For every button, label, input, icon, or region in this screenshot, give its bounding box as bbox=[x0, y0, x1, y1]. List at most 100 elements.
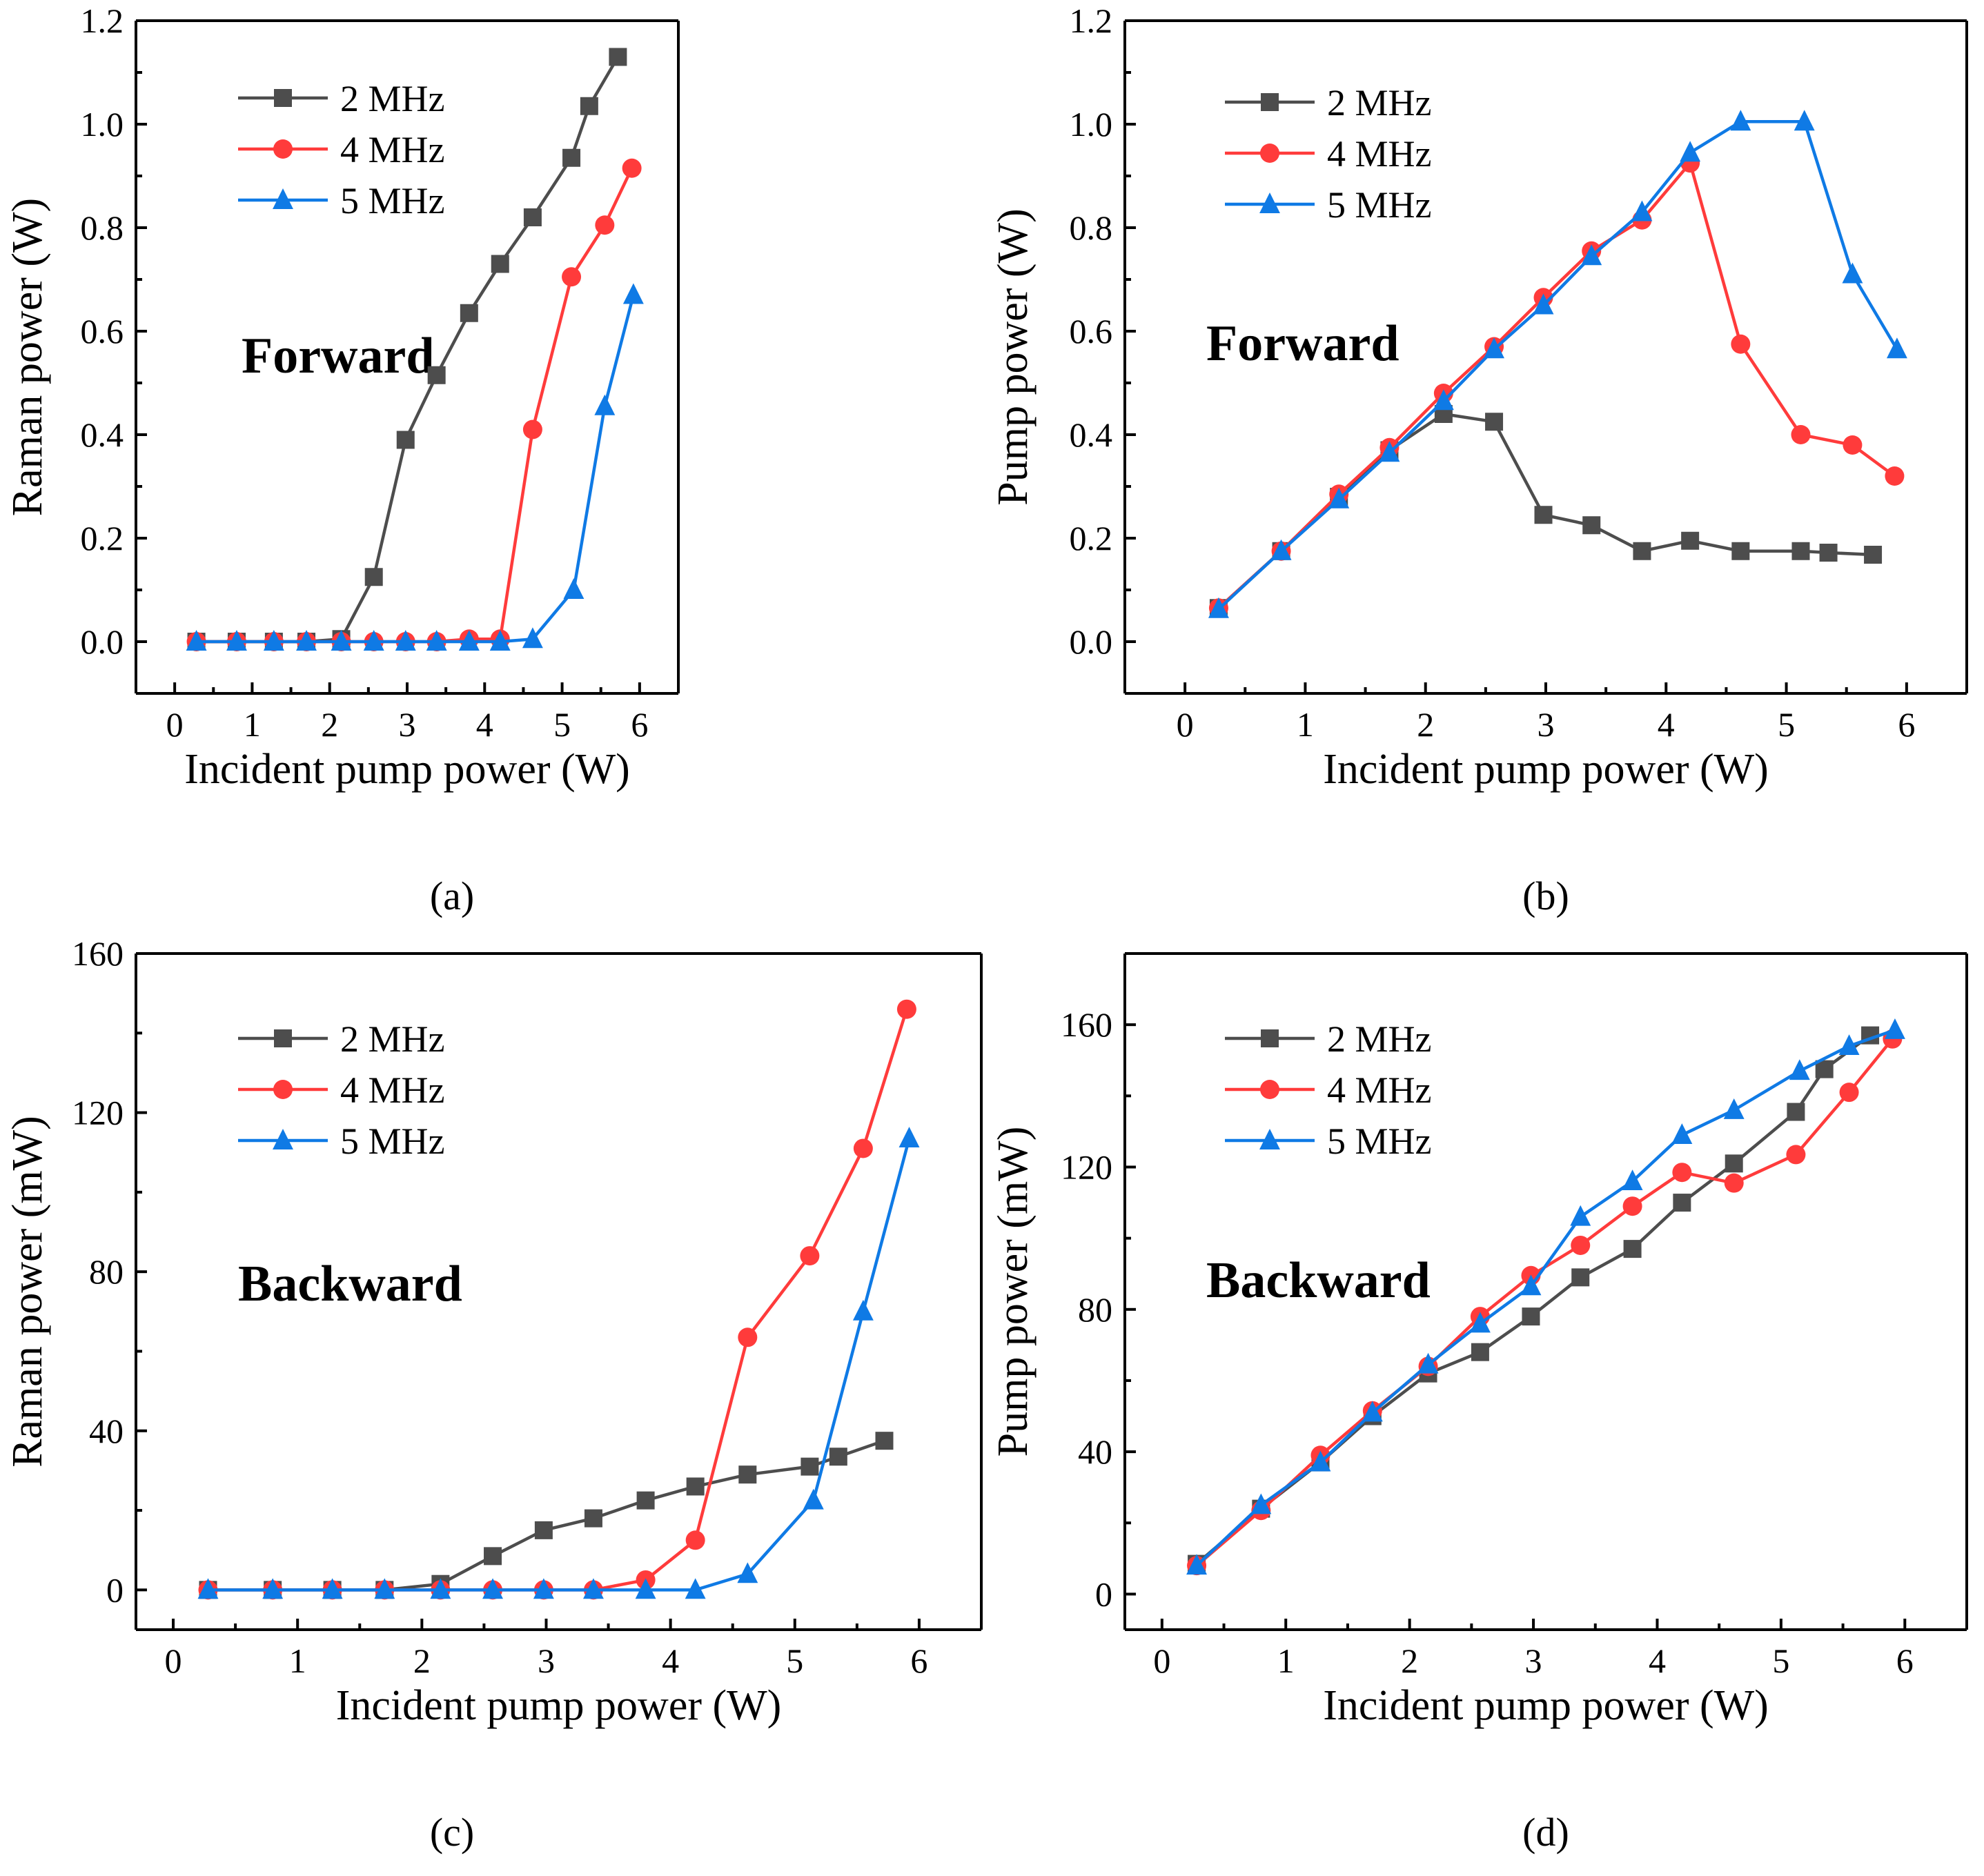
data-point bbox=[1485, 413, 1504, 431]
data-point bbox=[1623, 1240, 1642, 1258]
x-tick-label: 2 bbox=[413, 1641, 431, 1680]
data-point bbox=[322, 1578, 343, 1599]
legend-label: 2 MHz bbox=[1327, 82, 1431, 124]
data-point bbox=[1724, 1173, 1744, 1193]
data-point bbox=[686, 1477, 705, 1496]
panel-a: 0 1 2 3 4 5 6 0.0 0.2 0.4 0.6 0.8 1.0 1.2 Incident pum… bbox=[4, 1, 680, 918]
x-tick-label: 4 bbox=[1649, 1641, 1666, 1680]
legend-marker bbox=[273, 1129, 293, 1149]
data-point bbox=[1631, 200, 1653, 221]
y-tick-label: 1.2 bbox=[81, 1, 124, 40]
direction-annotation: Backward bbox=[1206, 1252, 1431, 1309]
y-tick-label: 0.6 bbox=[81, 312, 124, 350]
legend-label: 4 MHz bbox=[1327, 1069, 1431, 1111]
data-point bbox=[226, 630, 247, 651]
data-point bbox=[1570, 1205, 1591, 1226]
data-point bbox=[1787, 1103, 1805, 1121]
x-axis-title: Incident pump power (W) bbox=[1323, 746, 1769, 793]
direction-annotation: Backward bbox=[238, 1256, 462, 1312]
data-point bbox=[1731, 334, 1751, 354]
x-tick-label: 5 bbox=[1778, 705, 1795, 744]
data-point bbox=[1622, 1196, 1642, 1216]
data-point bbox=[374, 1578, 395, 1599]
series-5-mhz bbox=[197, 1127, 920, 1599]
y-tick-label: 0.2 bbox=[1070, 519, 1113, 557]
data-point bbox=[1791, 425, 1811, 444]
x-tick-label: 1 bbox=[289, 1641, 306, 1680]
x-tick-label: 3 bbox=[1525, 1641, 1542, 1680]
data-point bbox=[829, 1448, 847, 1466]
data-point bbox=[1864, 546, 1883, 564]
data-point bbox=[580, 97, 598, 115]
series-2-mhz bbox=[1209, 405, 1883, 618]
data-point bbox=[1250, 1493, 1272, 1514]
series-line bbox=[208, 1439, 885, 1592]
data-point bbox=[296, 630, 317, 651]
data-point bbox=[801, 1457, 819, 1476]
data-point bbox=[1885, 466, 1905, 486]
y-tick-label: 0.0 bbox=[81, 622, 124, 661]
data-point bbox=[1673, 1194, 1691, 1212]
y-tick-label: 1.0 bbox=[81, 105, 124, 144]
data-point bbox=[430, 1578, 451, 1599]
data-point bbox=[738, 1465, 757, 1484]
series-2-mhz bbox=[199, 1432, 894, 1599]
data-point bbox=[635, 1578, 656, 1599]
data-point bbox=[197, 1578, 219, 1599]
data-point bbox=[1838, 1034, 1860, 1056]
legend-marker bbox=[273, 139, 293, 159]
data-point bbox=[1469, 1312, 1491, 1333]
direction-annotation: Forward bbox=[1206, 315, 1399, 372]
data-point bbox=[262, 1578, 284, 1599]
data-point bbox=[1886, 337, 1907, 359]
legend-label: 4 MHz bbox=[340, 129, 444, 170]
x-tick-label: 1 bbox=[1297, 705, 1314, 744]
data-point bbox=[562, 148, 581, 167]
data-point bbox=[186, 630, 207, 651]
data-point bbox=[1672, 1163, 1692, 1183]
data-point bbox=[685, 1530, 705, 1550]
data-point bbox=[584, 1509, 602, 1528]
data-point bbox=[1819, 544, 1838, 562]
y-tick-label: 160 bbox=[72, 934, 124, 973]
data-point bbox=[534, 1521, 553, 1539]
data-point bbox=[1417, 1352, 1439, 1374]
data-point bbox=[482, 1578, 503, 1599]
data-point bbox=[1433, 389, 1454, 411]
x-axis-title: Incident pump power (W) bbox=[1323, 1682, 1769, 1729]
panel-label: (a) bbox=[430, 873, 474, 918]
y-tick-label: 40 bbox=[1078, 1432, 1112, 1471]
data-point bbox=[522, 627, 543, 649]
legend: 2 MHz 4 MHz 5 MHz bbox=[1225, 1018, 1431, 1162]
y-tick-label: 160 bbox=[1061, 1005, 1112, 1044]
legend-marker bbox=[1260, 1080, 1279, 1099]
data-point bbox=[852, 1299, 874, 1321]
y-tick-label: 0 bbox=[1095, 1574, 1112, 1613]
data-point bbox=[1730, 110, 1751, 131]
legend-marker bbox=[1261, 93, 1279, 111]
data-point bbox=[460, 304, 478, 322]
data-point bbox=[1681, 531, 1700, 550]
legend-label: 5 MHz bbox=[1327, 1120, 1431, 1162]
data-point bbox=[1208, 597, 1229, 618]
data-point bbox=[364, 568, 383, 586]
data-point bbox=[1884, 1018, 1905, 1039]
panel-label: (d) bbox=[1522, 1810, 1569, 1855]
data-point bbox=[1362, 1401, 1383, 1422]
x-tick-label: 0 bbox=[1177, 705, 1194, 744]
legend-label: 5 MHz bbox=[1327, 184, 1431, 226]
data-point bbox=[594, 394, 616, 415]
data-point bbox=[1622, 1169, 1643, 1191]
data-point bbox=[1723, 1098, 1745, 1119]
x-tick-label: 6 bbox=[910, 1641, 927, 1680]
data-point bbox=[1789, 1059, 1810, 1080]
data-point bbox=[685, 1578, 706, 1599]
data-point bbox=[853, 1138, 873, 1158]
x-tick-label: 5 bbox=[553, 705, 571, 744]
data-point bbox=[1522, 1307, 1540, 1326]
y-tick-label: 0.0 bbox=[1070, 622, 1113, 661]
data-point bbox=[1471, 1343, 1489, 1361]
data-point bbox=[1571, 1268, 1590, 1287]
x-tick-label: 0 bbox=[166, 705, 184, 744]
data-point bbox=[331, 630, 352, 651]
